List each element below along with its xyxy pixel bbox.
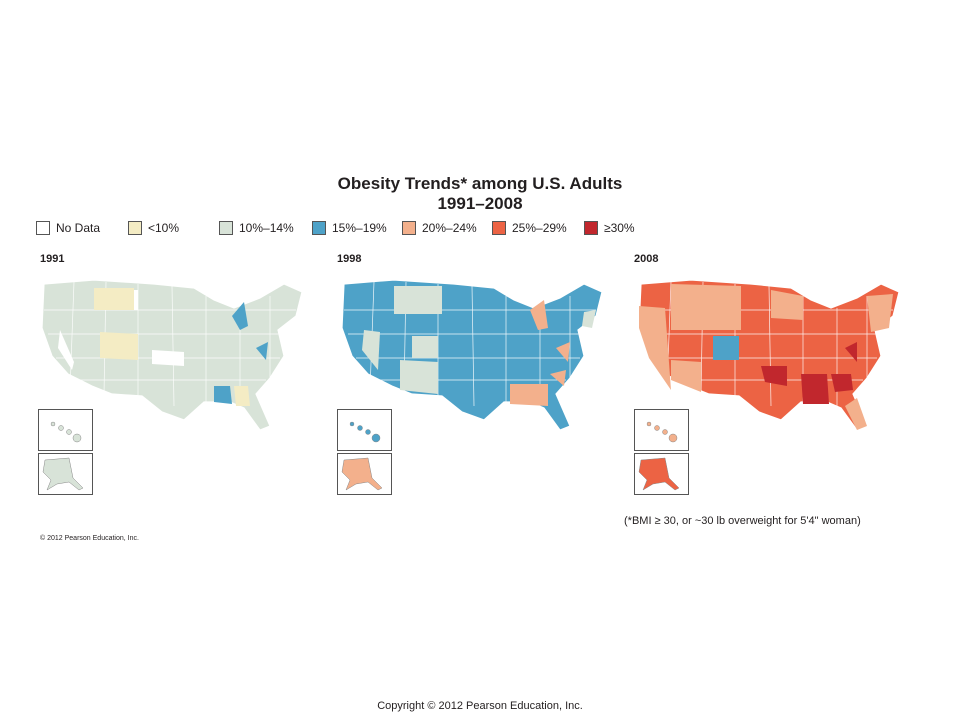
legend-swatch	[312, 221, 326, 235]
legend-item-under-10: <10%	[128, 221, 179, 235]
legend-item-30-plus: ≥30%	[584, 221, 635, 235]
us-map-1998	[341, 279, 603, 431]
alaska-icon	[638, 457, 680, 491]
legend-label: 20%–24%	[422, 221, 477, 235]
legend-item-25-29: 25%–29%	[492, 221, 567, 235]
legend-label: ≥30%	[604, 221, 635, 235]
legend-label: 15%–19%	[332, 221, 387, 235]
pearson-credit: © 2012 Pearson Education, Inc.	[40, 535, 139, 542]
legend-swatch	[128, 221, 142, 235]
hawaii-inset	[337, 409, 392, 451]
legend-item-10-14: 10%–14%	[219, 221, 294, 235]
panel-year-2008: 2008	[634, 253, 659, 265]
alaska-inset	[337, 453, 392, 495]
hawaii-icon	[646, 421, 678, 443]
hawaii-inset	[38, 409, 93, 451]
legend-label: 10%–14%	[239, 221, 294, 235]
legend-swatch	[584, 221, 598, 235]
chart-title: Obesity Trends* among U.S. Adults 1991–2…	[0, 174, 960, 214]
title-line-1: Obesity Trends* among U.S. Adults	[337, 174, 623, 193]
copyright-footer: Copyright © 2012 Pearson Education, Inc.	[377, 700, 583, 712]
panel-year-1991: 1991	[40, 253, 65, 265]
alaska-icon	[42, 457, 84, 491]
legend-item-20-24: 20%–24%	[402, 221, 477, 235]
legend-swatch	[36, 221, 50, 235]
us-map-1991	[41, 279, 303, 431]
legend-label: 25%–29%	[512, 221, 567, 235]
title-line-2: 1991–2008	[437, 194, 523, 213]
legend-swatch	[492, 221, 506, 235]
alaska-icon	[341, 457, 383, 491]
panel-year-1998: 1998	[337, 253, 362, 265]
hawaii-icon	[50, 421, 82, 443]
us-map-2008	[638, 279, 900, 431]
alaska-inset	[38, 453, 93, 495]
hawaii-icon	[349, 421, 381, 443]
legend-item-15-19: 15%–19%	[312, 221, 387, 235]
legend-swatch	[219, 221, 233, 235]
legend-swatch	[402, 221, 416, 235]
legend-item-no-data: No Data	[36, 221, 100, 235]
hawaii-inset	[634, 409, 689, 451]
legend-label: No Data	[56, 221, 101, 235]
alaska-inset	[634, 453, 689, 495]
bmi-note: (*BMI ≥ 30, or ~30 lb overweight for 5'4…	[624, 515, 861, 527]
legend-label: <10%	[148, 221, 180, 235]
